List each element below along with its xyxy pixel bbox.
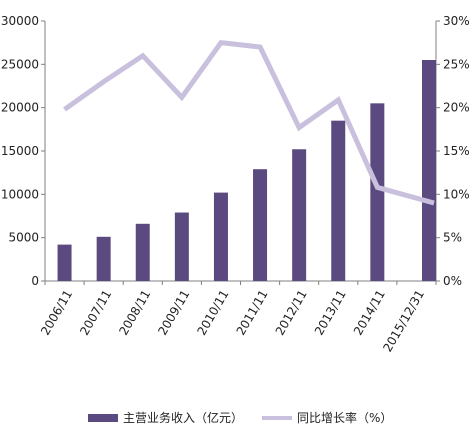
x-tick-label: 2013/11 xyxy=(312,288,349,338)
bar xyxy=(135,223,150,281)
x-tick-label: 2012/11 xyxy=(273,288,310,338)
x-tick-label: 2006/11 xyxy=(38,288,75,338)
line-layer xyxy=(63,40,435,206)
y-right-tick-label: 25% xyxy=(443,57,470,71)
bar xyxy=(253,169,268,281)
legend-label-bar: 主营业务收入（亿元） xyxy=(123,410,243,425)
growth-rate-line xyxy=(63,40,435,206)
y-right-tick-label: 15% xyxy=(443,144,470,158)
bar xyxy=(292,149,307,281)
bar xyxy=(331,120,346,282)
bar xyxy=(57,244,72,281)
y-left-tick-label: 30000 xyxy=(1,14,39,28)
bar xyxy=(96,236,111,281)
x-tick-label: 2014/11 xyxy=(351,288,388,338)
x-tick-label: 2007/11 xyxy=(77,288,114,338)
x-tick-label: 2009/11 xyxy=(155,288,192,338)
legend: 主营业务收入（亿元） 同比增长率（%） xyxy=(88,410,392,425)
y-left-tick-label: 20000 xyxy=(1,101,39,115)
labels-layer: 0 5000 10000 15000 20000 25000 30000 0% 5% 10% 15%… xyxy=(1,14,470,354)
legend-swatch-bar xyxy=(88,414,118,422)
bars-layer xyxy=(57,60,436,282)
y-left-tick-label: 15000 xyxy=(1,144,39,158)
y-right-tick-label: 0% xyxy=(443,274,462,288)
y-right-tick-label: 20% xyxy=(443,101,470,115)
y-right-tick-label: 5% xyxy=(443,231,462,245)
x-tick-label: 2010/11 xyxy=(194,288,231,338)
y-left-tick-label: 5000 xyxy=(8,231,39,245)
y-right-tick-label: 30% xyxy=(443,14,470,28)
y-left-tick-label: 10000 xyxy=(1,187,39,201)
y-right-tick-label: 10% xyxy=(443,187,470,201)
bar xyxy=(174,212,189,281)
x-tick-label: 2008/11 xyxy=(116,288,153,338)
x-tick-label: 2015/12/31 xyxy=(380,288,427,355)
y-left-tick-label: 25000 xyxy=(1,57,39,71)
bar xyxy=(213,192,228,281)
x-tick-label: 2011/11 xyxy=(234,288,271,338)
bar xyxy=(370,103,385,281)
legend-label-line: 同比增长率（%） xyxy=(297,410,392,425)
bar xyxy=(422,60,436,281)
y-left-tick-label: 0 xyxy=(31,274,39,288)
